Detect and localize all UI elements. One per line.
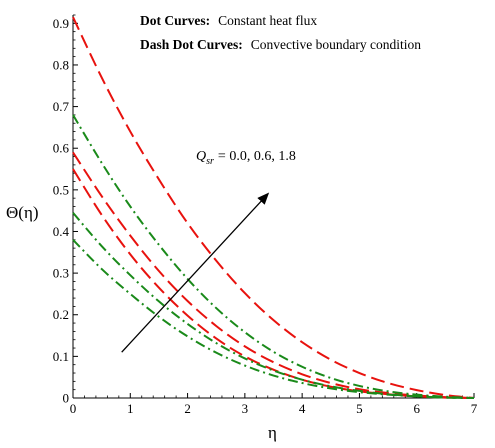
legend-line1-text: Constant heat flux [218,13,317,28]
y-tick-label: 0.7 [53,99,70,114]
axes: 0 1 2 3 4 5 6 7 0 0.1 0.2 0.3 0.4 0.5 0.6 0.7 0.8 0.9 [53,14,478,416]
dash-dot-curve-5 [72,114,475,399]
annotation-arrow [121,192,270,353]
x-tick-label: 7 [471,401,478,416]
dash-dot-curve-4 [72,212,475,399]
series-layer [72,16,475,399]
annotation-subscript: sr [206,156,214,167]
dash-curve-2 [72,16,475,399]
y-tick-label: 0.1 [53,349,69,364]
dash-curve-0 [72,168,475,399]
legend-line1: Dot Curves: Constant heat flux [140,12,317,29]
dash-curve-1 [72,151,475,399]
x-tick-label: 3 [242,401,249,416]
y-tick-label: 0.8 [53,57,69,72]
y-tick-label: 0.6 [53,141,70,156]
legend: Dot Curves: Constant heat flux Dash Dot … [140,12,421,53]
x-tick-label: 0 [70,401,77,416]
y-tick-label: 0.2 [53,307,69,322]
annotation: Qsr = 0.0, 0.6, 1.8 [121,149,296,353]
annotation-label: Qsr = 0.0, 0.6, 1.8 [196,149,296,167]
legend-line2-text: Convective boundary condition [251,37,421,52]
y-tick-label: 0.5 [53,182,69,197]
legend-line1-bold: Dot Curves: [140,13,210,28]
legend-line2: Dash Dot Curves: Convective boundary con… [140,36,421,53]
y-tick-label: 0.9 [53,16,69,31]
legend-line2-bold: Dash Dot Curves: [140,37,243,52]
annotation-values: = 0.0, 0.6, 1.8 [218,149,296,164]
x-tick-label: 2 [184,401,191,416]
annotation-symbol: Q [196,149,206,164]
y-tick-label: 0.3 [53,266,69,281]
y-axis-label: Θ(η) [6,203,39,222]
x-tick-label: 1 [127,401,134,416]
x-axis-label: η [268,423,277,442]
x-tick-label: 6 [413,401,420,416]
y-tick-label: 0 [63,391,70,406]
x-tick-label: 4 [299,401,306,416]
x-tick-label: 5 [356,401,363,416]
y-tick-label: 0.4 [53,224,70,239]
